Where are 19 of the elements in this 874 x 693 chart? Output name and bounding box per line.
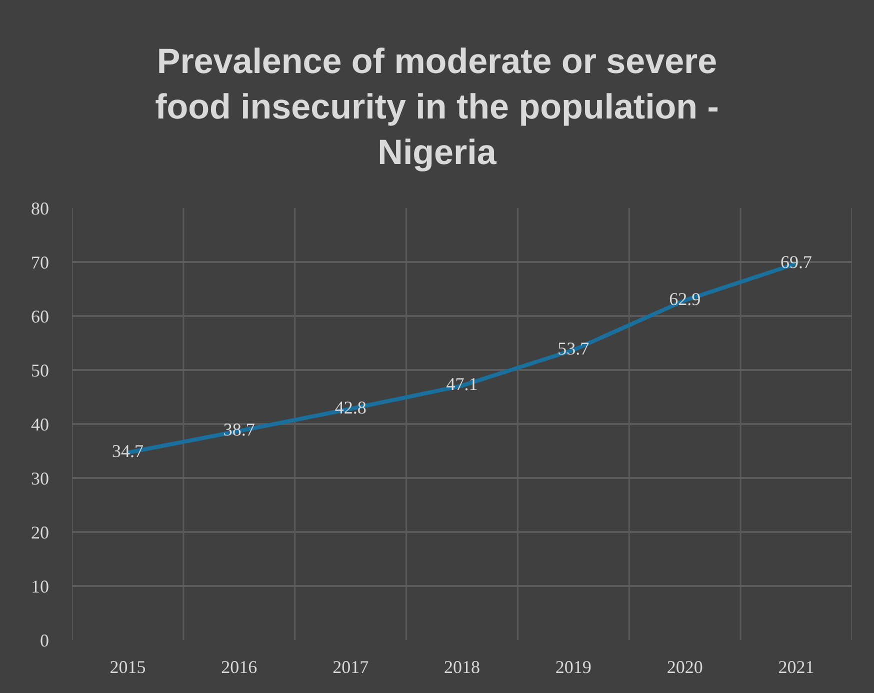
x-tick-label: 2019: [555, 657, 592, 677]
y-tick-label: 30: [31, 468, 49, 488]
chart-title: Prevalence of moderate or severe food insecurity in the population - Nigeria: [155, 42, 719, 172]
x-tick-label: 2015: [110, 657, 146, 677]
y-tick-label: 50: [31, 360, 49, 380]
x-tick-label: 2021: [778, 657, 814, 677]
y-tick-label: 80: [31, 198, 49, 218]
y-tick-label: 40: [31, 414, 49, 434]
y-tick-label: 70: [31, 252, 49, 272]
x-tick-label: 2017: [332, 657, 369, 677]
data-label: 69.7: [780, 252, 812, 272]
x-tick-label: 2016: [221, 657, 258, 677]
data-label: 34.7: [112, 441, 144, 462]
y-tick-label: 20: [31, 522, 49, 542]
x-tick-label: 2018: [444, 657, 480, 677]
y-tick-label: 60: [31, 306, 49, 326]
y-tick-label: 0: [40, 630, 49, 650]
y-tick-label: 10: [31, 576, 49, 596]
x-tick-label: 2020: [666, 657, 703, 677]
